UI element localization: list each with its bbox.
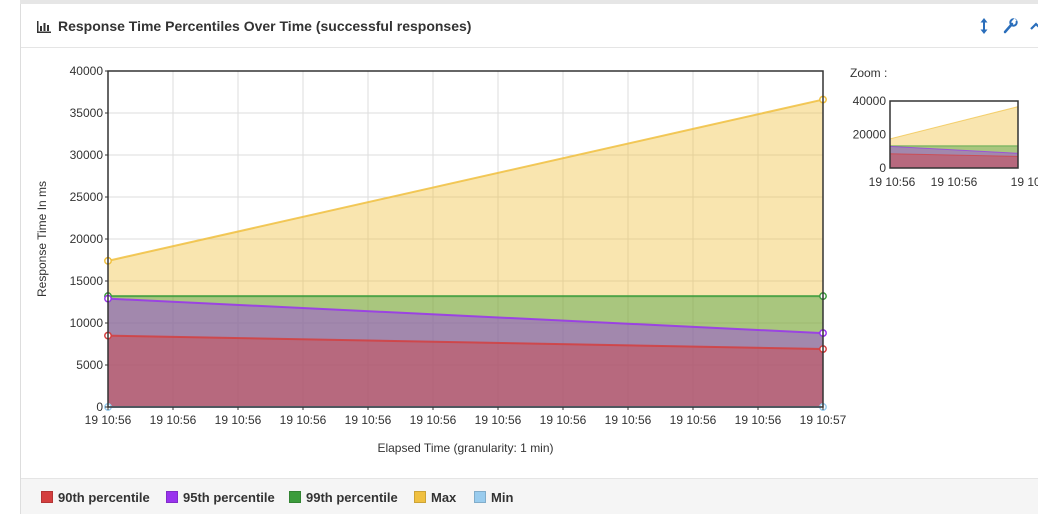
zoom-y-tick-label: 0 bbox=[879, 161, 886, 175]
bar-chart-icon bbox=[37, 21, 51, 33]
x-tick-label: 19 10:56 bbox=[735, 413, 782, 427]
x-tick-label: 19 10:56 bbox=[475, 413, 522, 427]
zoom-x-tick-label: 19 10:56 bbox=[931, 175, 978, 189]
zoom-area-90th-percentile bbox=[889, 153, 1019, 169]
x-tick-label: 19 10:56 bbox=[150, 413, 197, 427]
x-tick-label: 19 10:56 bbox=[670, 413, 717, 427]
legend-item-99th-percentile[interactable]: 99th percentile bbox=[289, 489, 398, 505]
legend-swatch bbox=[41, 491, 53, 503]
line-90th-percentile bbox=[107, 334, 824, 351]
legend-label: 90th percentile bbox=[58, 489, 150, 505]
x-tick-label: 19 10:56 bbox=[345, 413, 392, 427]
legend-label: 95th percentile bbox=[183, 489, 275, 505]
chart-panel: Response Time Percentiles Over Time (suc… bbox=[20, 4, 1038, 514]
legend-item-95th-percentile[interactable]: 95th percentile bbox=[166, 489, 275, 505]
y-tick-label: 35000 bbox=[70, 106, 104, 120]
x-tick-label: 19 10:57 bbox=[800, 413, 847, 427]
legend-label: 99th percentile bbox=[306, 489, 398, 505]
legend-label: Max bbox=[431, 489, 457, 505]
y-tick-label: 10000 bbox=[70, 316, 104, 330]
x-tick-label: 19 10:56 bbox=[280, 413, 327, 427]
legend-swatch bbox=[414, 491, 426, 503]
panel-title: Response Time Percentiles Over Time (suc… bbox=[58, 18, 472, 34]
area-95th-percentile bbox=[108, 298, 823, 407]
x-tick-label: 19 10:56 bbox=[410, 413, 457, 427]
y-tick-label: 15000 bbox=[70, 274, 104, 288]
x-tick-label: 19 10:56 bbox=[215, 413, 262, 427]
main-chart: 0 5000 10000 15000 20000 25000 30000 35000 40000… bbox=[35, 64, 1038, 455]
x-tick-label: 19 10:56 bbox=[540, 413, 587, 427]
line-max bbox=[107, 98, 824, 262]
y-tick-label: 30000 bbox=[70, 148, 104, 162]
x-tick-label: 19 10:56 bbox=[85, 413, 132, 427]
wrench-icon[interactable] bbox=[1001, 17, 1019, 35]
line-95th-percentile bbox=[107, 297, 824, 335]
legend: 90th percentile 95th percentile 99th perce… bbox=[21, 478, 1038, 514]
vertical-resize-icon[interactable] bbox=[975, 17, 993, 35]
y-tick-label: 25000 bbox=[70, 190, 104, 204]
zoom-y-tick-label: 40000 bbox=[853, 94, 887, 108]
area-90th-percentile bbox=[108, 335, 823, 407]
legend-swatch bbox=[474, 491, 486, 503]
y-tick-label: 0 bbox=[96, 400, 103, 414]
legend-item-90th-percentile[interactable]: 90th percentile bbox=[41, 489, 150, 505]
legend-item-min[interactable]: Min bbox=[474, 489, 514, 505]
x-tick-label: 19 10:56 bbox=[605, 413, 652, 427]
area-max bbox=[108, 99, 823, 407]
x-axis-title: Elapsed Time (granularity: 1 min) bbox=[377, 441, 553, 455]
chevron-up-icon[interactable] bbox=[1027, 17, 1038, 35]
top-strip bbox=[20, 0, 1038, 4]
legend-label: Min bbox=[491, 489, 514, 505]
legend-item-max[interactable]: Max bbox=[414, 489, 457, 505]
zoom-x-tick-label: 19 10:57 bbox=[1011, 175, 1038, 189]
zoom-y-tick-label: 20000 bbox=[853, 128, 887, 142]
zoom-x-tick-label: 19 10:56 bbox=[869, 175, 916, 189]
y-tick-label: 5000 bbox=[76, 358, 103, 372]
panel-header: Response Time Percentiles Over Time (suc… bbox=[21, 4, 1038, 48]
legend-swatch bbox=[166, 491, 178, 503]
zoom-frame bbox=[889, 100, 1019, 169]
y-tick-label: 20000 bbox=[70, 232, 104, 246]
y-axis-title: Response Time In ms bbox=[35, 181, 49, 297]
legend-swatch bbox=[289, 491, 301, 503]
y-tick-label: 40000 bbox=[70, 64, 104, 78]
zoom-label: Zoom : bbox=[850, 66, 887, 80]
